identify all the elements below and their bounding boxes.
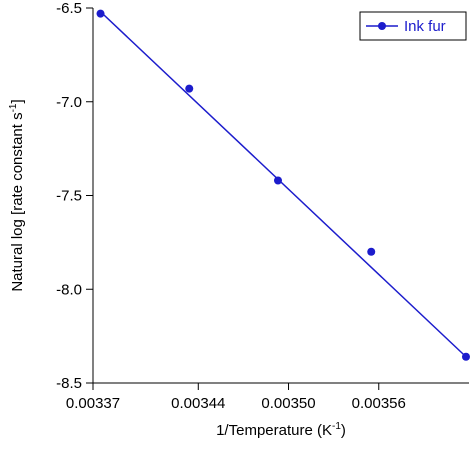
x-label: 1/Temperature (K-1) (216, 421, 346, 439)
x-tick-label: 0.00350 (261, 395, 315, 412)
y-tick-label: -7.5 (56, 188, 82, 205)
data-point (185, 84, 194, 93)
data-point (461, 352, 470, 361)
legend-marker (378, 22, 386, 30)
x_label-text: 1/Temperature (K (216, 422, 332, 439)
y-tick-label: -7.0 (56, 94, 82, 111)
fit-line (100, 11, 467, 358)
data-point (367, 247, 376, 256)
y-tick-label: -8.0 (56, 281, 82, 298)
legend-label: Ink fur (404, 18, 446, 35)
x-tick-label: 0.00344 (171, 395, 225, 412)
y_label-text: Natural log [rate constant s (9, 112, 26, 291)
y-label: Natural log [rate constant s-1] (8, 99, 26, 291)
x-tick-label: 0.00337 (66, 395, 120, 412)
y-tick-label: -8.5 (56, 375, 82, 392)
y_label-sup: -1 (8, 103, 19, 112)
data-point (273, 176, 282, 185)
data-point (96, 9, 105, 18)
x-tick-label: 0.00356 (352, 395, 406, 412)
x_label-sup: -1 (332, 421, 341, 432)
x_label-end: ) (341, 422, 346, 439)
y-tick-label: -6.5 (56, 0, 82, 17)
y_label-end: ] (9, 99, 26, 103)
